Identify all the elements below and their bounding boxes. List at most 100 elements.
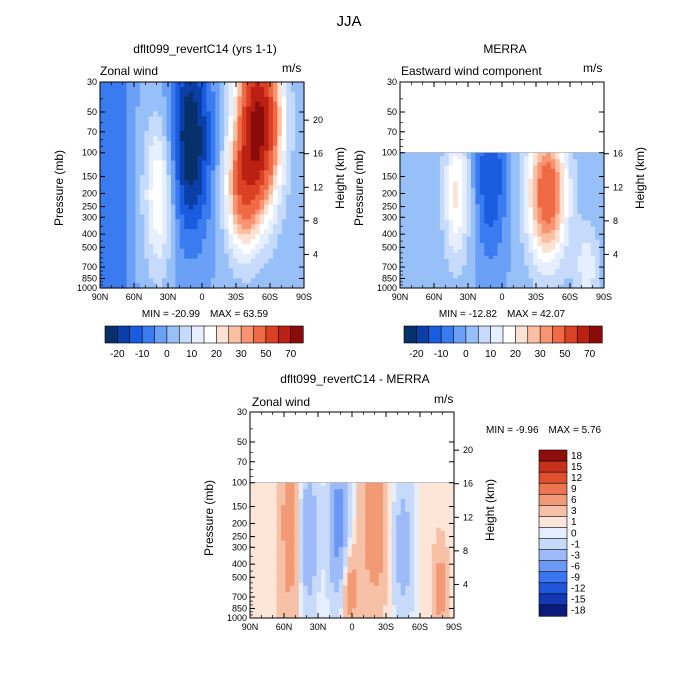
heatmap-cell (184, 234, 190, 240)
heatmap-cell (533, 168, 539, 173)
heatmap-cell (577, 281, 583, 286)
heatmap-cell (320, 524, 326, 529)
colorbar-label: 10 (485, 349, 497, 360)
heatmap-cell (197, 243, 203, 250)
heatmap-cell (289, 585, 295, 590)
heatmap-cell (590, 217, 596, 221)
heatmap-cell (559, 155, 565, 160)
heatmap-cell (457, 271, 463, 276)
heatmap-cell (104, 258, 110, 265)
heatmap-cell (117, 194, 123, 201)
heatmap-cell (462, 175, 468, 180)
heatmap-cell (435, 220, 441, 225)
heatmap-cell (325, 585, 331, 590)
heatmap-cell (316, 605, 322, 609)
heatmap-cell (175, 189, 181, 196)
heatmap-cell (215, 189, 221, 196)
heatmap-cell (586, 188, 592, 192)
heatmap-cell (550, 178, 556, 183)
heatmap-cell (175, 175, 181, 181)
heatmap-cell (497, 207, 503, 212)
heatmap-cell (329, 585, 335, 590)
heatmap-cell (268, 243, 274, 250)
heatmap-cell (157, 82, 163, 88)
heatmap-cell (126, 170, 132, 176)
heatmap-cell (519, 223, 525, 228)
heatmap-cell (586, 236, 592, 241)
heatmap-cell (295, 135, 301, 142)
heatmap-cell (298, 521, 304, 526)
heatmap-cell (290, 189, 296, 196)
heatmap-cell (448, 268, 454, 273)
colorbar-label: -10 (434, 349, 449, 360)
heatmap-cell (175, 111, 181, 117)
heatmap-cell (131, 258, 137, 265)
heatmap-cell (108, 96, 114, 103)
heatmap-cell (267, 582, 273, 587)
heatmap-cell (157, 224, 163, 230)
heatmap-cell (263, 550, 269, 555)
heatmap-cell (307, 556, 313, 561)
heatmap-cell (122, 145, 128, 152)
heatmap-cell (581, 284, 587, 289)
heatmap-cell (546, 210, 552, 215)
heatmap-cell (228, 204, 234, 211)
heatmap-cell (453, 201, 459, 205)
heatmap-cell (210, 219, 216, 225)
heatmap-cell (453, 252, 459, 257)
heatmap-cell (546, 242, 552, 247)
heatmap-cell (479, 178, 485, 183)
heatmap-cell (250, 485, 256, 490)
heatmap-cell (586, 155, 592, 160)
heatmap-cell (104, 180, 110, 186)
heatmap-cell (241, 126, 247, 132)
heatmap-cell (546, 204, 552, 209)
heatmap-cell (506, 191, 512, 196)
heatmap-cell (444, 242, 450, 247)
heatmap-cell (184, 86, 190, 93)
heatmap-cell (268, 96, 274, 103)
heatmap-cell (259, 258, 265, 265)
heatmap-cell (276, 534, 282, 539)
heatmap-cell (237, 278, 243, 284)
heatmap-cell (462, 226, 468, 231)
heatmap-cell (153, 214, 159, 220)
heatmap-cell (439, 197, 445, 202)
heatmap-cell (316, 495, 322, 500)
heatmap-cell (255, 258, 261, 265)
heatmap-cell (289, 547, 295, 551)
heatmap-cell (581, 233, 587, 238)
heatmap-cell (254, 505, 260, 510)
heatmap-cell (528, 284, 534, 289)
heatmap-cell (299, 116, 305, 122)
heatmap-cell (290, 155, 296, 162)
heatmap-cell (258, 579, 264, 584)
heatmap-cell (559, 230, 565, 234)
heatmap-cell (400, 155, 406, 160)
heatmap-cell (488, 204, 494, 209)
heatmap-cell (179, 165, 185, 171)
colorbar-swatch (166, 325, 180, 344)
heatmap-cell (166, 131, 172, 137)
heatmap-cell (219, 135, 225, 142)
heatmap-cell (285, 556, 291, 561)
heatmap-cell (286, 131, 292, 137)
heatmap-cell (215, 180, 221, 186)
heatmap-cell (144, 219, 150, 225)
heatmap-cell (316, 547, 322, 551)
heatmap-cell (117, 170, 123, 176)
heatmap-cell (599, 233, 605, 238)
heatmap-cell (413, 255, 419, 260)
heatmap-cell (488, 271, 494, 276)
heatmap-cell (515, 284, 521, 289)
heatmap-cell (259, 189, 265, 196)
heatmap-cell (113, 155, 119, 162)
heatmap-cell (286, 253, 292, 260)
heatmap-cell (307, 527, 313, 532)
heatmap-cell (281, 595, 287, 600)
heatmap-cell (320, 608, 326, 613)
heatmap-cell (555, 252, 561, 257)
heatmap-cell (188, 175, 194, 181)
heatmap-cell (422, 194, 428, 199)
heatmap-cell (475, 191, 481, 196)
